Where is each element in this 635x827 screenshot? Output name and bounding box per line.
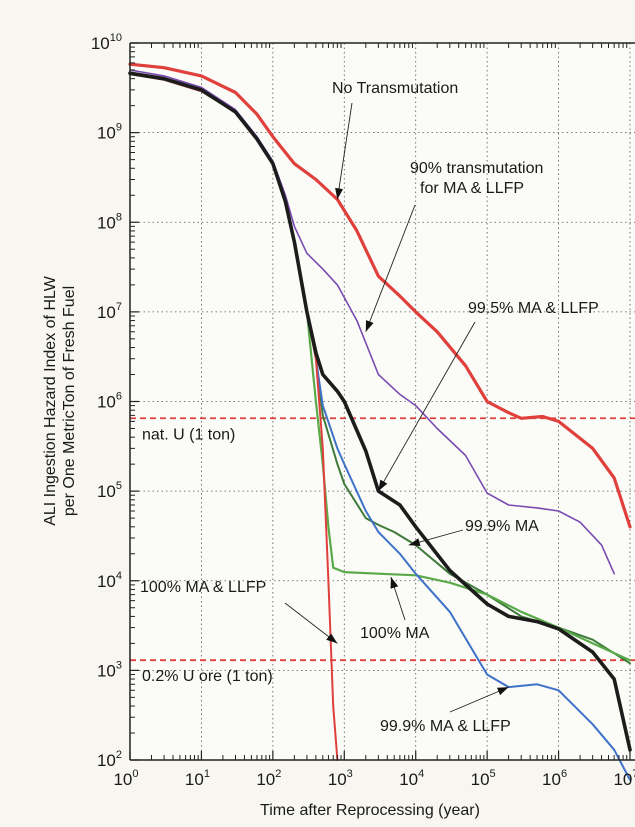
x-tick-exponent: 2 xyxy=(275,768,281,780)
x-tick-label: 100 xyxy=(113,768,138,789)
reference-line-labels: nat. U (1 ton) 0.2% U ore (1 ton) xyxy=(142,426,273,685)
y-tick-label: 106 xyxy=(97,391,122,412)
x-tick-label: 105 xyxy=(471,768,496,789)
grid xyxy=(130,43,635,760)
x-tick-exponent: 1 xyxy=(204,768,210,780)
x-tick-exponent: 6 xyxy=(561,768,567,780)
y-tick-exponent: 8 xyxy=(116,211,122,223)
y-tick-exponent: 7 xyxy=(116,301,122,313)
x-tick-label: 102 xyxy=(256,768,281,789)
series-lines xyxy=(128,62,632,781)
annotation-arrow-line xyxy=(377,321,476,492)
x-tick-label: 103 xyxy=(328,768,353,789)
annotation-arrowhead xyxy=(390,577,399,589)
y-tick-label: 103 xyxy=(97,659,122,680)
annotation-arrowhead xyxy=(378,479,388,492)
x-axis-label: Time after Reprocessing (year) xyxy=(260,802,480,819)
annotation-arrow-line xyxy=(365,204,416,332)
reference-line-label: 0.2% U ore (1 ton) xyxy=(142,668,273,685)
annotation-label: 99.9% MA & LLFP xyxy=(380,718,511,735)
annotation-label: 100% MA xyxy=(360,625,430,642)
y-tick-exponent: 6 xyxy=(116,391,122,403)
annotation-arrowhead xyxy=(497,687,509,696)
minor-ticks xyxy=(129,42,631,761)
reference-line-label: nat. U (1 ton) xyxy=(142,426,235,443)
y-tick-label: 102 xyxy=(97,749,122,770)
annotation-arrows xyxy=(284,102,509,713)
annotation-arrow-line xyxy=(284,602,338,644)
y-tick-label: 1010 xyxy=(91,32,122,53)
y-tick-exponent: 2 xyxy=(116,749,122,761)
tick-labels: 1001011021031041051061071021031041051061… xyxy=(91,32,635,789)
y-axis-label-line-2: per One MetricTon of Fresh Fuel xyxy=(61,286,78,516)
y-tick-label: 105 xyxy=(97,480,122,501)
y-tick-label: 107 xyxy=(97,301,122,322)
annotation-label: 100% MA & LLFP xyxy=(140,579,266,596)
annotation-label: 99.5% MA & LLFP xyxy=(468,300,599,317)
x-tick-label: 101 xyxy=(185,768,210,789)
x-tick-exponent: 5 xyxy=(490,768,496,780)
y-tick-label: 104 xyxy=(97,570,122,591)
y-tick-exponent: 4 xyxy=(116,570,122,582)
annotation-arrowhead xyxy=(335,187,343,200)
annotation-arrowhead xyxy=(365,320,374,332)
y-tick-exponent: 9 xyxy=(116,122,122,134)
annotation-labels: No Transmutation 90% transmutation for MA … xyxy=(140,80,599,735)
x-tick-label: 104 xyxy=(399,768,424,789)
annotation-arrowhead xyxy=(326,633,338,644)
series-line xyxy=(128,62,632,529)
annotation-arrowhead xyxy=(408,538,421,546)
y-tick-label: 109 xyxy=(97,122,122,143)
y-axis-label-line-1: ALI Ingestion Hazard Index of HLW xyxy=(42,275,59,526)
x-tick-exponent: 4 xyxy=(418,768,424,780)
x-tick-exponent: 3 xyxy=(347,768,353,780)
x-tick-exponent: 0 xyxy=(132,768,138,780)
annotation-label: 99.9% MA xyxy=(465,518,539,535)
y-tick-exponent: 3 xyxy=(116,659,122,671)
x-tick-label: 107 xyxy=(613,768,635,789)
y-tick-exponent: 10 xyxy=(110,32,122,44)
x-tick-exponent: 7 xyxy=(632,768,635,780)
annotation-label: 90% transmutation xyxy=(410,160,543,177)
x-tick-label: 106 xyxy=(542,768,567,789)
annotation-label: for MA & LLFP xyxy=(420,180,524,197)
y-tick-exponent: 5 xyxy=(116,480,122,492)
y-tick-label: 108 xyxy=(97,211,122,232)
annotation-label: No Transmutation xyxy=(332,80,458,97)
annotation-arrow-line xyxy=(336,102,353,200)
series-line xyxy=(128,71,632,752)
